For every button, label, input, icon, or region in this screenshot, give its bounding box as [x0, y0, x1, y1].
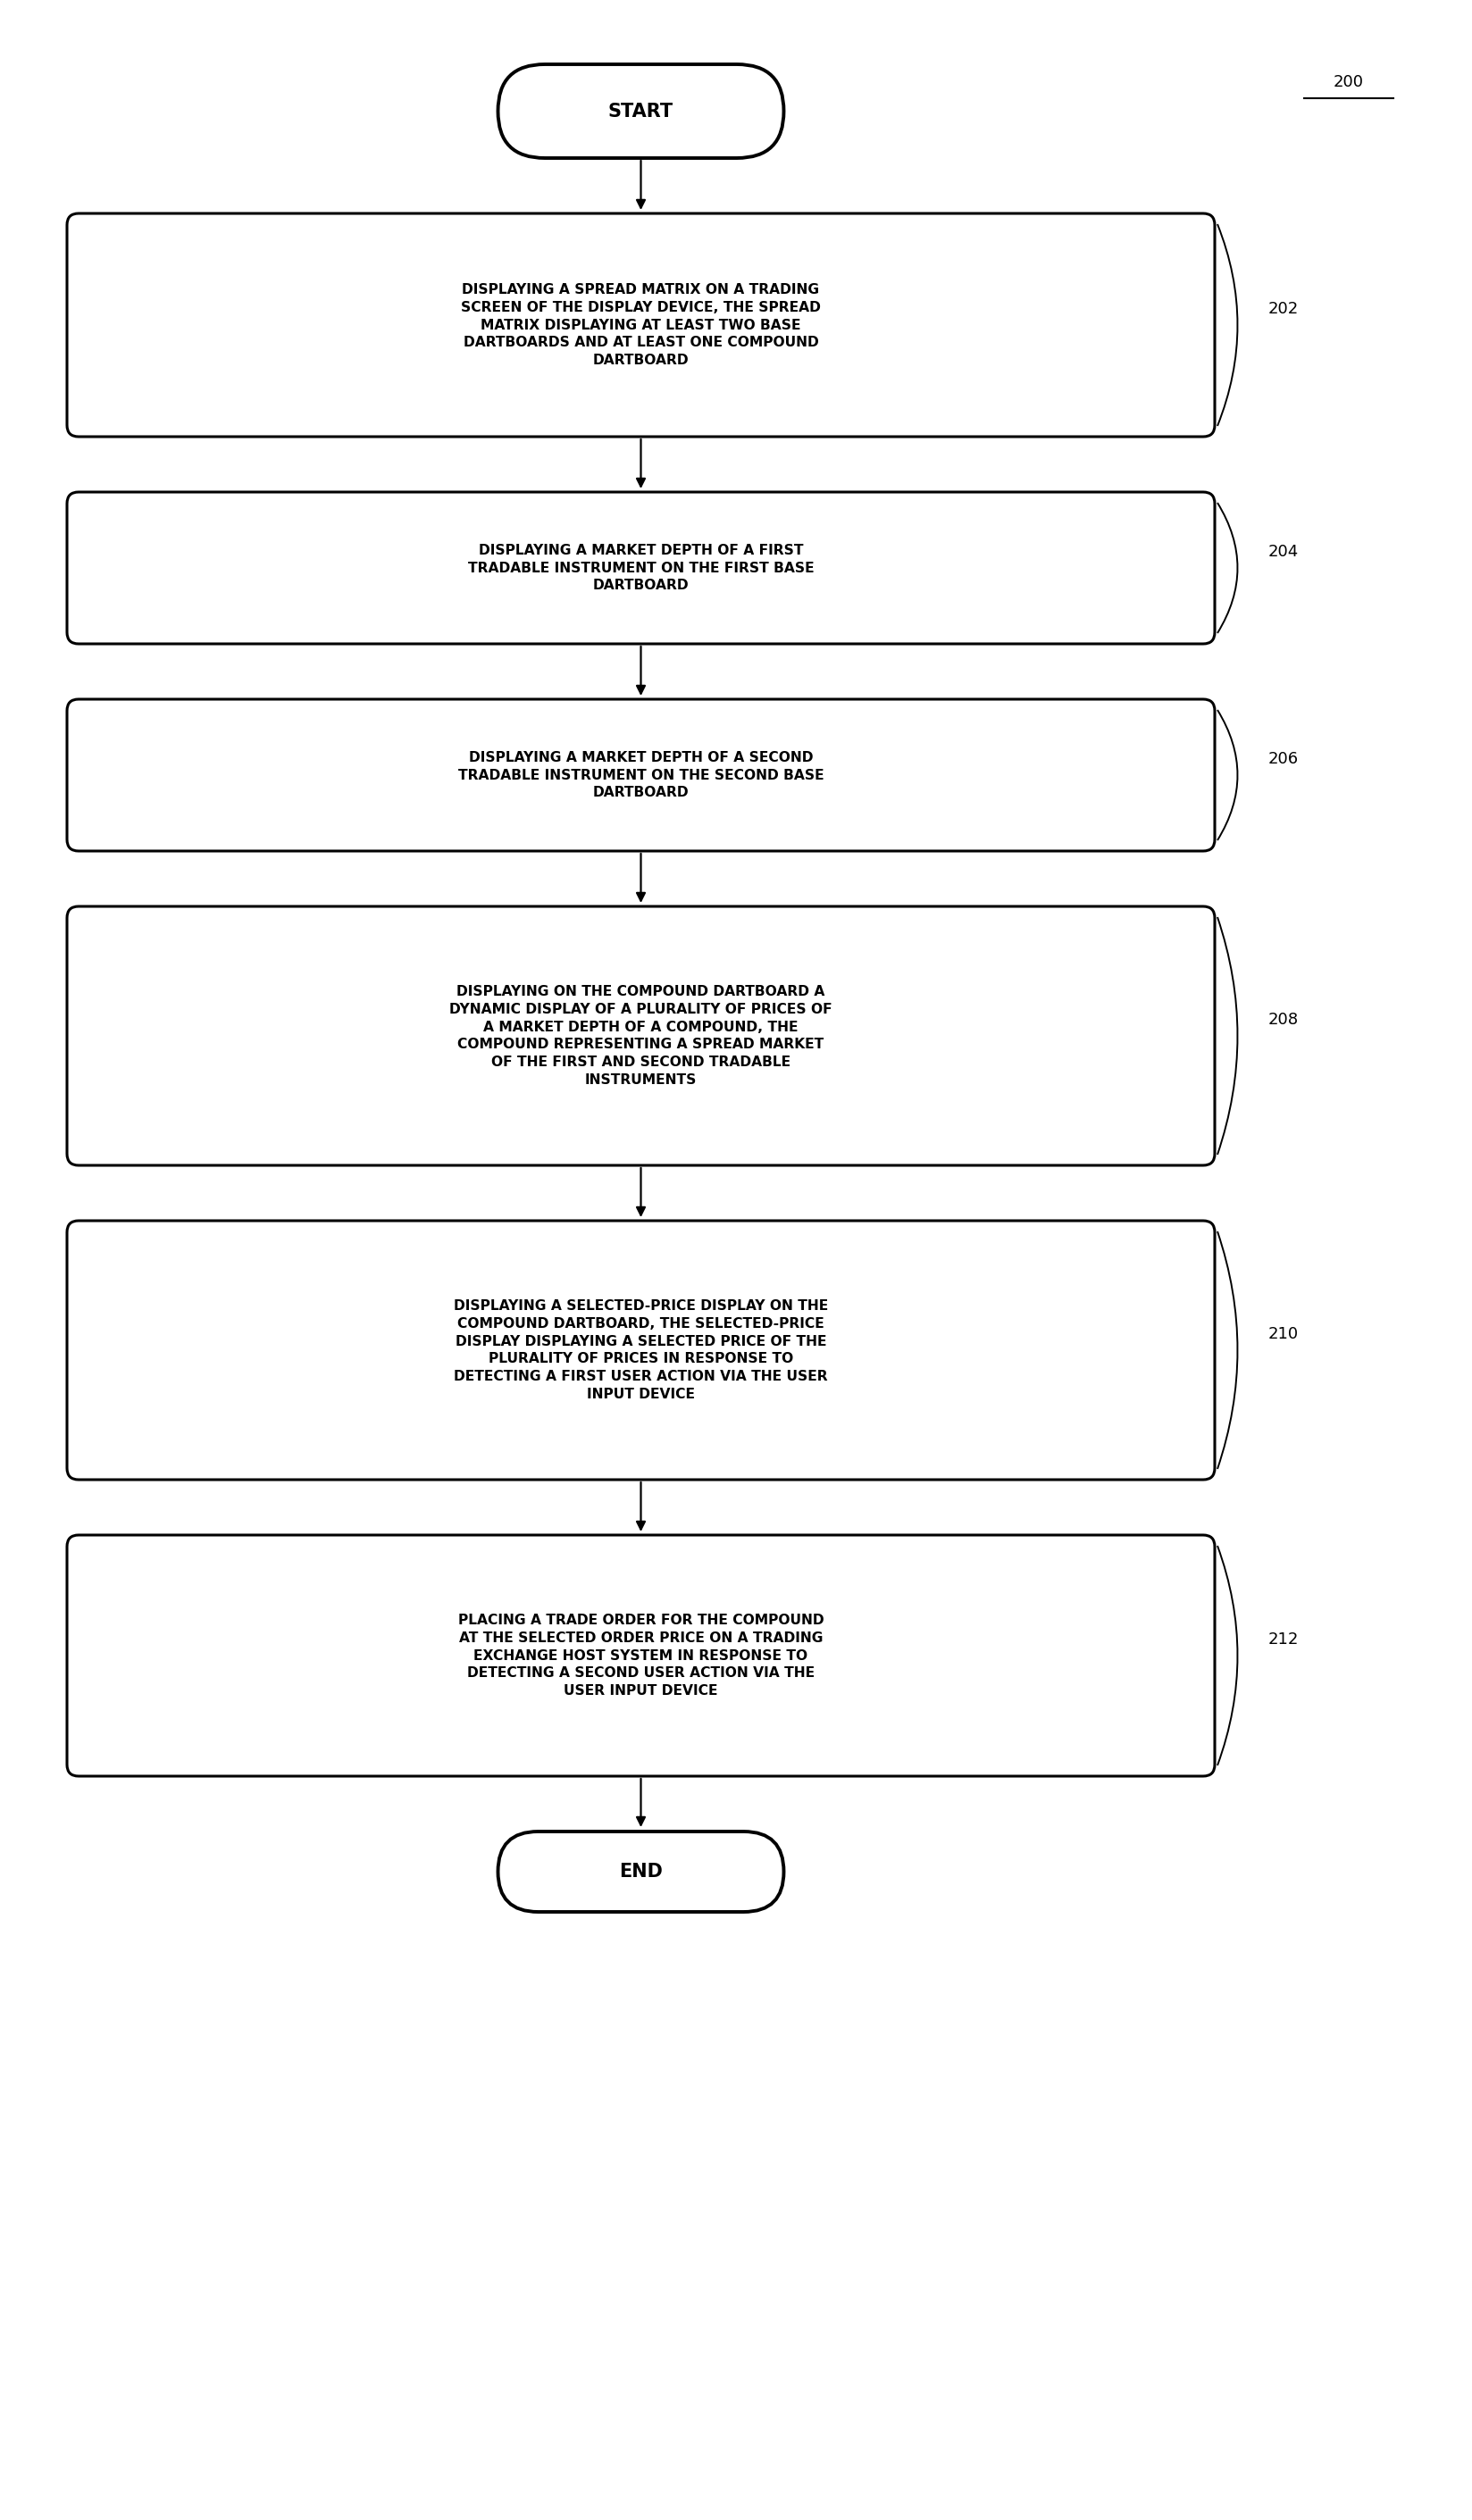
Text: DISPLAYING ON THE COMPOUND DARTBOARD A
DYNAMIC DISPLAY OF A PLURALITY OF PRICES : DISPLAYING ON THE COMPOUND DARTBOARD A D… [449, 985, 832, 1086]
Text: DISPLAYING A SELECTED-PRICE DISPLAY ON THE
COMPOUND DARTBOARD, THE SELECTED-PRIC: DISPLAYING A SELECTED-PRICE DISPLAY ON T… [453, 1300, 829, 1401]
FancyBboxPatch shape [68, 214, 1214, 436]
Text: 200: 200 [1334, 73, 1365, 91]
FancyBboxPatch shape [498, 66, 783, 159]
Text: 212: 212 [1269, 1630, 1300, 1648]
Text: PLACING A TRADE ORDER FOR THE COMPOUND
AT THE SELECTED ORDER PRICE ON A TRADING
: PLACING A TRADE ORDER FOR THE COMPOUND A… [458, 1613, 824, 1698]
Text: 204: 204 [1269, 544, 1298, 559]
FancyBboxPatch shape [68, 1535, 1214, 1777]
FancyBboxPatch shape [498, 1832, 783, 1913]
FancyBboxPatch shape [68, 698, 1214, 852]
Text: DISPLAYING A SPREAD MATRIX ON A TRADING
SCREEN OF THE DISPLAY DEVICE, THE SPREAD: DISPLAYING A SPREAD MATRIX ON A TRADING … [461, 282, 821, 368]
Text: 202: 202 [1269, 300, 1298, 318]
Text: END: END [620, 1862, 662, 1880]
Text: 210: 210 [1269, 1326, 1298, 1343]
FancyBboxPatch shape [68, 1220, 1214, 1479]
FancyBboxPatch shape [68, 907, 1214, 1164]
Text: 206: 206 [1269, 751, 1298, 766]
Text: DISPLAYING A MARKET DEPTH OF A SECOND
TRADABLE INSTRUMENT ON THE SECOND BASE
DAR: DISPLAYING A MARKET DEPTH OF A SECOND TR… [458, 751, 824, 799]
FancyBboxPatch shape [68, 491, 1214, 643]
Text: START: START [608, 103, 674, 121]
Text: 208: 208 [1269, 1011, 1298, 1028]
Text: DISPLAYING A MARKET DEPTH OF A FIRST
TRADABLE INSTRUMENT ON THE FIRST BASE
DARTB: DISPLAYING A MARKET DEPTH OF A FIRST TRA… [468, 544, 814, 592]
